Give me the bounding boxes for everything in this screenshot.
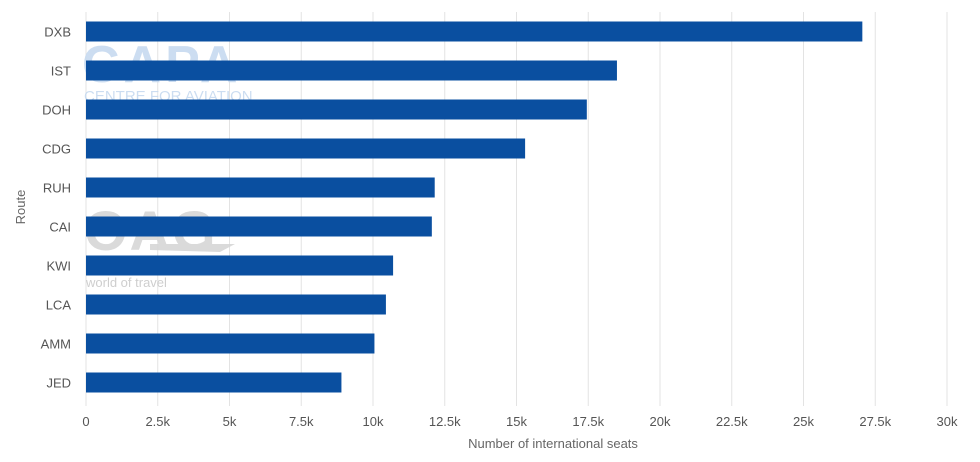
y-tick-label-dxb: DXB [44, 25, 71, 40]
bar-lca[interactable] [86, 294, 386, 315]
y-tick-labels: DXB IST DOH CDG RUH CAI KWI LCA AMM JED [41, 25, 72, 391]
bar-amm[interactable] [86, 333, 375, 354]
bar-ruh[interactable] [86, 177, 435, 198]
x-tick-label: 25k [793, 414, 814, 429]
x-tick-label: 5k [223, 414, 237, 429]
y-tick-label-doh: DOH [42, 103, 71, 118]
bar-cdg[interactable] [86, 138, 526, 159]
x-tick-label: 30k [937, 414, 958, 429]
x-tick-label: 20k [650, 414, 671, 429]
x-tick-label: 2.5k [145, 414, 170, 429]
y-tick-label-lca: LCA [46, 298, 72, 313]
bar-kwi[interactable] [86, 255, 394, 276]
y-tick-label-cai: CAI [49, 220, 71, 235]
plane-icon [150, 244, 235, 252]
y-axis-title: Route [13, 190, 28, 225]
y-tick-label-jed: JED [46, 376, 71, 391]
y-tick-label-amm: AMM [41, 337, 71, 352]
x-tick-label: 10k [363, 414, 384, 429]
x-tick-label: 17.5k [572, 414, 604, 429]
x-tick-label: 27.5k [859, 414, 891, 429]
x-tick-label: 15k [506, 414, 527, 429]
x-tick-label: 22.5k [716, 414, 748, 429]
bar-ist[interactable] [86, 60, 617, 81]
bar-dxb[interactable] [86, 21, 863, 42]
bar-jed[interactable] [86, 372, 342, 393]
x-tick-labels: 0 2.5k 5k 7.5k 10k 12.5k 15k 17.5k 20k 22.5k 25k 27… [82, 414, 958, 429]
x-tick-label: 7.5k [289, 414, 314, 429]
y-tick-label-ruh: RUH [43, 181, 71, 196]
x-axis-title: Number of international seats [468, 436, 638, 451]
y-tick-label-cdg: CDG [42, 142, 71, 157]
y-tick-label-ist: IST [51, 64, 71, 79]
x-tick-label: 12.5k [429, 414, 461, 429]
bars [86, 21, 863, 393]
oag-watermark-subtitle: world of travel [85, 275, 167, 290]
y-tick-label-kwi: KWI [46, 259, 71, 274]
bar-doh[interactable] [86, 99, 587, 120]
bar-cai[interactable] [86, 216, 432, 237]
x-tick-label: 0 [82, 414, 89, 429]
